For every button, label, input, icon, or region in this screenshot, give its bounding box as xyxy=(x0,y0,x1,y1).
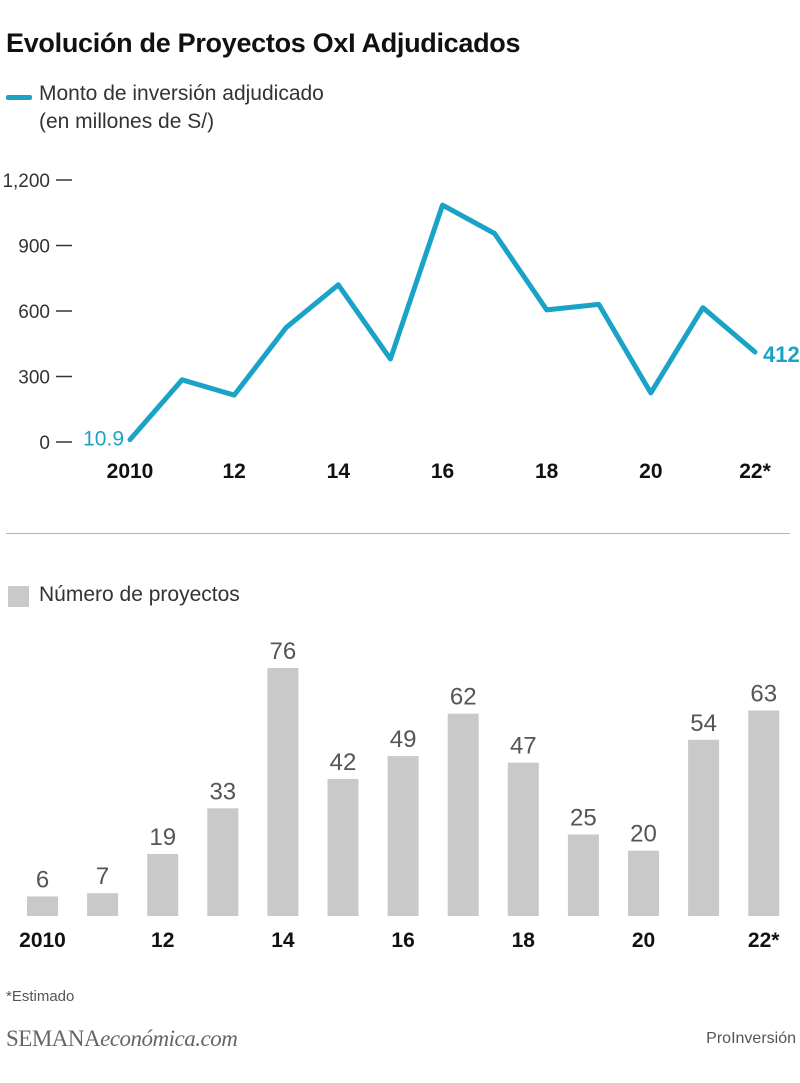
source-credit: ProInversión xyxy=(706,1030,796,1047)
section-divider xyxy=(6,533,790,534)
bar-value-label: 76 xyxy=(270,638,297,665)
bar-value-label: 63 xyxy=(750,680,777,707)
x-tick-label: 16 xyxy=(391,929,414,952)
bar xyxy=(567,834,599,916)
brand-part1: SEMANA xyxy=(6,1026,101,1051)
x-tick-label: 2010 xyxy=(19,929,66,952)
bar-value-label: 62 xyxy=(450,684,477,711)
bar-value-label: 20 xyxy=(630,821,657,848)
bar-value-label: 49 xyxy=(390,726,417,753)
bar xyxy=(748,710,780,916)
x-tick-label: 12 xyxy=(151,929,174,952)
bar xyxy=(327,778,359,916)
bar-value-label: 6 xyxy=(36,866,49,893)
bar xyxy=(267,668,299,916)
footnote: *Estimado xyxy=(6,988,75,1005)
line-legend-swatch xyxy=(6,95,32,100)
y-tick-label: 1,200 xyxy=(2,171,50,192)
bar xyxy=(87,893,119,916)
line-chart: 0 300 600 900 1,200 2010 12 14 16 18 20 22* 10.9 412.… xyxy=(2,171,800,483)
x-tick-label: 18 xyxy=(512,929,536,952)
y-tick-label: 0 xyxy=(39,433,50,454)
y-tick-label: 900 xyxy=(18,237,50,258)
line-legend-label: Monto de inversión adjudicado xyxy=(39,82,324,105)
x-tick-label: 20 xyxy=(639,460,662,483)
x-tick-label: 22* xyxy=(739,460,771,483)
bar-value-label: 54 xyxy=(690,710,717,737)
bar xyxy=(207,808,239,916)
bar-value-label: 42 xyxy=(330,749,357,776)
start-value-label: 10.9 xyxy=(83,428,124,451)
x-tick-label: 20 xyxy=(632,929,655,952)
bar xyxy=(628,850,659,916)
bar-value-label: 47 xyxy=(510,733,537,760)
x-tick-label: 16 xyxy=(431,460,454,483)
chart-title: Evolución de Proyectos OxI Adjudicados xyxy=(6,28,521,58)
bar-value-label: 25 xyxy=(570,804,597,831)
x-tick-label: 12 xyxy=(222,460,245,483)
brand-logo: SEMANAeconómica.com xyxy=(6,1025,238,1052)
bar xyxy=(27,896,58,916)
bar xyxy=(447,713,479,916)
bar xyxy=(507,762,539,916)
bar xyxy=(387,756,419,916)
y-tick-label: 600 xyxy=(18,302,50,323)
end-value-label: 412.2 xyxy=(763,342,800,367)
bar-value-label: 19 xyxy=(149,824,176,851)
bar-legend-swatch xyxy=(8,586,29,607)
bar xyxy=(147,854,179,916)
bar-legend-label: Número de proyectos xyxy=(39,583,240,606)
x-tick-label: 14 xyxy=(271,929,295,952)
y-tick-label: 300 xyxy=(18,368,50,389)
x-tick-label: 22* xyxy=(748,929,780,952)
bar-value-label: 33 xyxy=(209,778,236,805)
x-tick-label: 18 xyxy=(535,460,559,483)
bar xyxy=(688,739,720,916)
x-tick-label: 14 xyxy=(327,460,351,483)
line-legend-unit: (en millones de S/) xyxy=(39,110,215,133)
x-tick-label: 2010 xyxy=(107,460,154,483)
brand-part2: económica.com xyxy=(100,1026,238,1051)
bar-value-label: 7 xyxy=(96,863,109,890)
